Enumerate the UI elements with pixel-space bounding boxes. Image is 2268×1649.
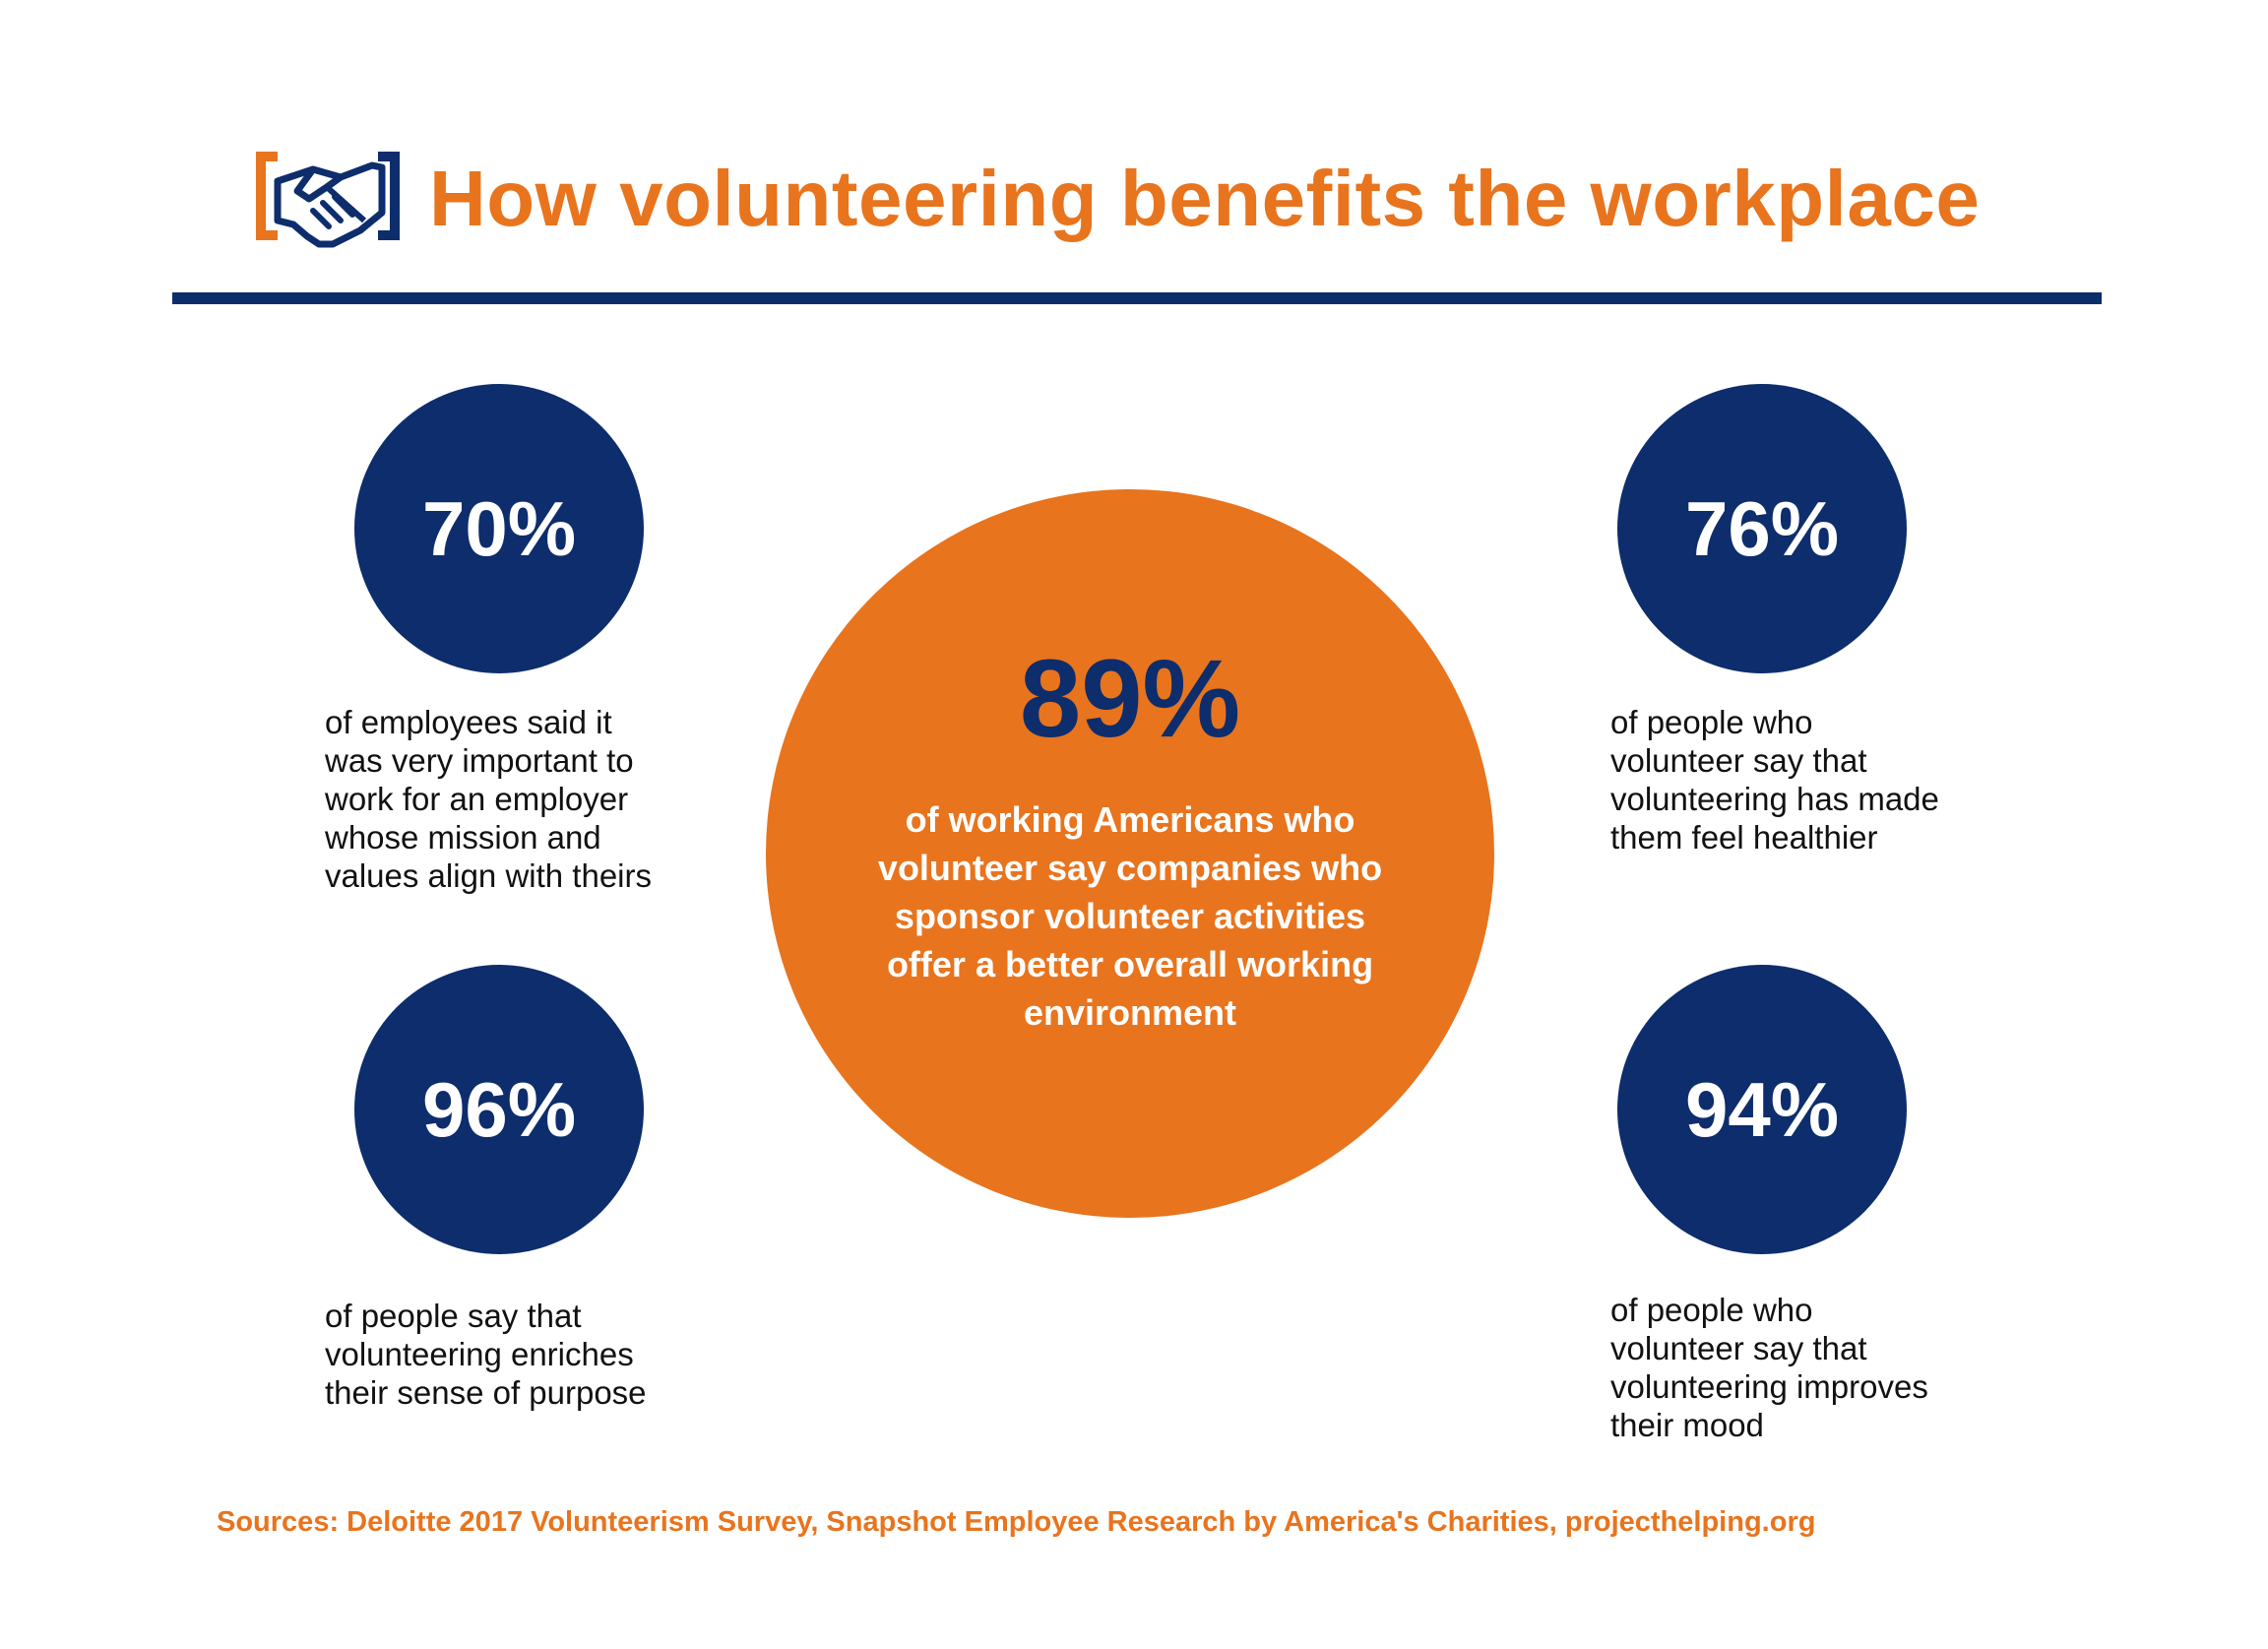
sources-footer: Sources: Deloitte 2017 Volunteerism Surv…	[217, 1506, 1816, 1538]
page-title: How volunteering benefits the workplace	[429, 155, 1981, 242]
stat-circle-94: 94%	[1617, 965, 1907, 1254]
stat-circle-70: 70%	[354, 384, 644, 673]
stat-description: of people say that volunteering enriches…	[325, 1298, 647, 1411]
stat-value: 96%	[421, 1065, 577, 1153]
stat-description: of employees said it was very important …	[325, 704, 652, 894]
title-divider	[172, 292, 2102, 304]
stat-value: 76%	[1684, 484, 1840, 572]
stat-description: of working Americans who volunteer say c…	[877, 799, 1383, 1033]
stat-circle-89: 89% of working Americans who volunteer s…	[766, 489, 1494, 1218]
stat-circle-76: 76%	[1617, 384, 1907, 673]
stat-description: of people who volunteer say that volunte…	[1610, 1292, 1928, 1443]
handshake-icon	[256, 152, 400, 248]
stat-value: 94%	[1684, 1065, 1840, 1153]
stat-description: of people who volunteer say that volunte…	[1610, 704, 1939, 856]
stat-value: 70%	[421, 484, 577, 572]
stat-value: 89%	[1019, 637, 1241, 760]
stat-circle-96: 96%	[354, 965, 644, 1254]
header: How volunteering benefits the workplace	[254, 142, 2026, 260]
